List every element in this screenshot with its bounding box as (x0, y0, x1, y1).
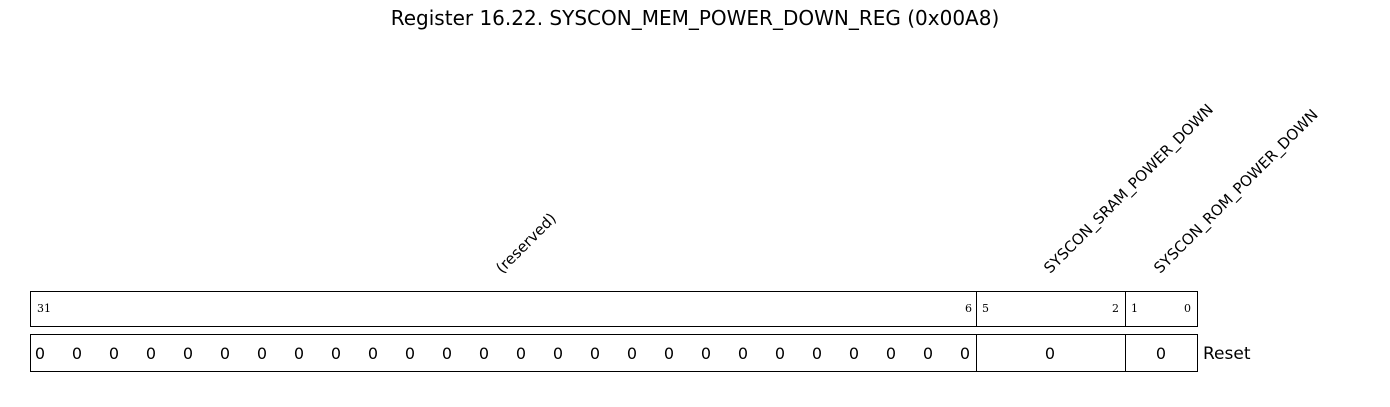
reset-value: 0 (1044, 344, 1056, 363)
bit-lsb-reserved: 6 (965, 302, 972, 315)
reset-value: 0 (663, 344, 675, 363)
reset-value: 0 (219, 344, 231, 363)
reset-value: 0 (737, 344, 749, 363)
bit-lsb-sram-power-down: 2 (1112, 302, 1119, 315)
reset-value: 0 (182, 344, 194, 363)
reset-value: 0 (108, 344, 120, 363)
reset-value: 0 (959, 344, 971, 363)
reset-value: 0 (145, 344, 157, 363)
bit-number-row: 31 6 5 2 1 0 (30, 291, 1198, 327)
reset-value-row: 0 0 0 0 0 0 0 0 0 0 0 0 0 0 0 0 0 0 0 0 0 0 0 0 0 0 0 0 (30, 334, 1198, 372)
field-label-sram-power-down: SYSCON_SRAM_POWER_DOWN (1040, 100, 1217, 277)
bit-cell-rom-power-down: 1 0 (1125, 292, 1197, 326)
reset-value: 0 (256, 344, 268, 363)
reset-cell-reserved: 0 0 0 0 0 0 0 0 0 0 0 0 0 0 0 0 0 0 0 0 0 0 0 0 0 0 (31, 335, 976, 371)
reset-value: 0 (515, 344, 527, 363)
reset-value: 0 (589, 344, 601, 363)
reset-value: 0 (774, 344, 786, 363)
bit-cell-reserved: 31 6 (31, 292, 976, 326)
reset-cell-sram-power-down: 0 (976, 335, 1125, 371)
reset-value: 0 (367, 344, 379, 363)
bit-lsb-rom-power-down: 0 (1184, 302, 1191, 315)
reset-value: 0 (478, 344, 490, 363)
reset-value: 0 (441, 344, 453, 363)
reset-value: 0 (700, 344, 712, 363)
reset-value: 0 (293, 344, 305, 363)
reset-value: 0 (811, 344, 823, 363)
reset-value: 0 (626, 344, 638, 363)
reset-label: Reset (1203, 344, 1251, 364)
reset-value: 0 (404, 344, 416, 363)
register-title: Register 16.22. SYSCON_MEM_POWER_DOWN_RE… (390, 6, 1000, 30)
bit-msb-reserved: 31 (37, 302, 51, 315)
reset-cell-rom-power-down: 0 (1125, 335, 1197, 371)
reset-value: 0 (34, 344, 46, 363)
reset-value: 0 (1155, 344, 1167, 363)
bit-msb-rom-power-down: 1 (1131, 302, 1138, 315)
reset-value: 0 (922, 344, 934, 363)
reset-value: 0 (330, 344, 342, 363)
bit-cell-sram-power-down: 5 2 (976, 292, 1125, 326)
reset-value: 0 (885, 344, 897, 363)
reset-value: 0 (71, 344, 83, 363)
field-label-reserved: (reserved) (492, 209, 560, 277)
reset-value: 0 (552, 344, 564, 363)
reset-value: 0 (848, 344, 860, 363)
bit-msb-sram-power-down: 5 (982, 302, 989, 315)
